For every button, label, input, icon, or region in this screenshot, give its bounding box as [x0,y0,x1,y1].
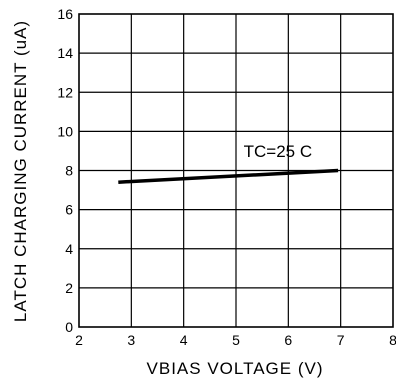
x-tick-label: 4 [180,332,188,348]
y-axis-title: LATCH CHARGING CURRENT (uA) [11,20,30,322]
series [118,168,339,184]
grid [79,14,393,327]
y-tick-labels: 0 2 4 6 8 10 12 14 16 [57,6,73,335]
x-tick-labels: 2 3 4 5 6 7 8 [75,332,396,348]
plot-border [78,13,394,328]
plot-frame [78,13,394,328]
x-tick-label: 5 [232,332,240,348]
y-tick-label: 16 [57,6,73,22]
x-tick-label: 3 [127,332,135,348]
x-tick-label: 7 [337,332,345,348]
y-tick-label: 14 [57,45,73,61]
series-line [118,168,339,184]
x-axis-title: VBIAS VOLTAGE (V) [147,359,324,378]
y-tick-label: 8 [65,163,73,179]
x-tick-label: 6 [284,332,292,348]
x-tick-label: 8 [389,332,396,348]
y-tick-label: 0 [65,319,73,335]
y-tick-label: 10 [57,123,73,139]
y-tick-label: 4 [65,241,73,257]
x-tick-label: 2 [75,332,83,348]
y-tick-label: 6 [65,202,73,218]
y-tick-label: 2 [65,280,73,296]
annotation-label: TC=25 C [244,142,313,161]
annotations: TC=25 C [244,142,313,161]
y-tick-label: 12 [57,84,73,100]
